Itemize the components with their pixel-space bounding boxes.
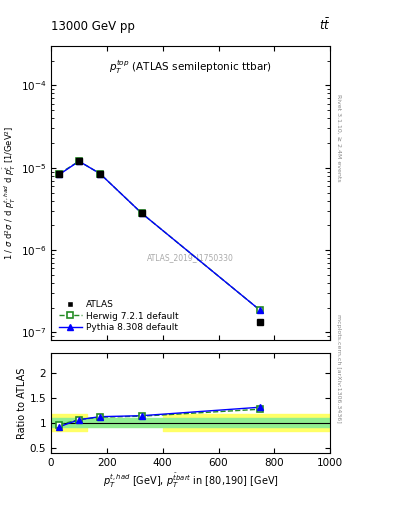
Text: ATLAS_2019_I1750330: ATLAS_2019_I1750330 [147, 253, 234, 263]
Text: mcplots.cern.ch [arXiv:1306.3436]: mcplots.cern.ch [arXiv:1306.3436] [336, 314, 341, 423]
X-axis label: $p_T^{t,had}$ [GeV], $p_T^{\bar{t}bar{t}}$ in [80,190] [GeV]: $p_T^{t,had}$ [GeV], $p_T^{\bar{t}bar{t}… [103, 472, 279, 490]
Y-axis label: 1 / $\sigma$ d$^2\sigma$ / d $p_T^{t,had}$ d $p_T^{\bar{t}}$ [1/GeV$^2$]: 1 / $\sigma$ d$^2\sigma$ / d $p_T^{t,had… [2, 126, 18, 261]
Y-axis label: Ratio to ATLAS: Ratio to ATLAS [17, 368, 27, 439]
Text: Rivet 3.1.10, ≥ 2.4M events: Rivet 3.1.10, ≥ 2.4M events [336, 94, 341, 182]
Legend: ATLAS, Herwig 7.2.1 default, Pythia 8.308 default: ATLAS, Herwig 7.2.1 default, Pythia 8.30… [55, 296, 182, 336]
Text: $t\bar{t}$: $t\bar{t}$ [319, 18, 330, 33]
Text: $p_T^{top}$ (ATLAS semileptonic ttbar): $p_T^{top}$ (ATLAS semileptonic ttbar) [109, 58, 272, 76]
Text: 13000 GeV pp: 13000 GeV pp [51, 20, 135, 33]
